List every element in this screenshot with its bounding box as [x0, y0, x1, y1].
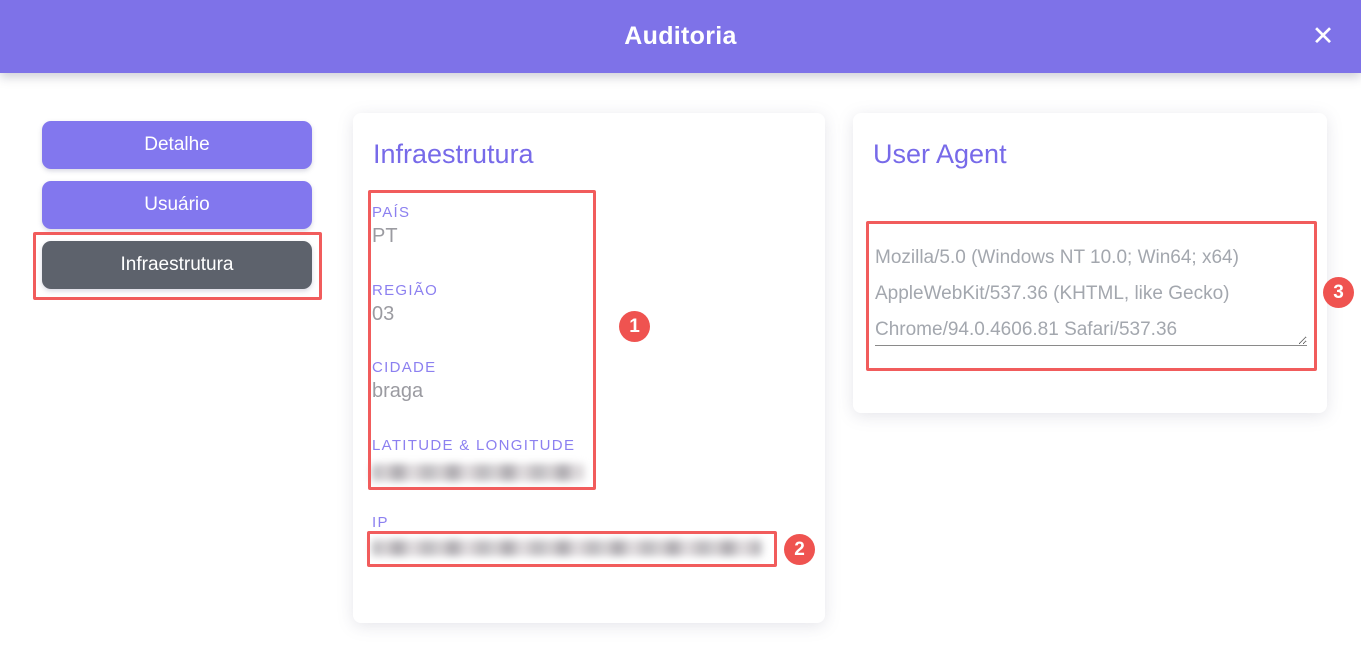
field-regiao: REGIÃO 03 [372, 282, 438, 326]
user-agent-textarea[interactable]: Mozilla/5.0 (Windows NT 10.0; Win64; x64… [875, 234, 1307, 346]
modal-title: Auditoria [624, 22, 737, 50]
field-ip-label: IP [372, 514, 389, 531]
user-agent-panel-title: User Agent [873, 139, 1007, 169]
field-cidade-value: braga [372, 380, 424, 402]
user-agent-panel: User Agent Mozilla/5.0 (Windows NT 10.0;… [853, 113, 1327, 413]
modal-header: Auditoria ✕ [0, 0, 1361, 73]
field-latitude-longitude: LATITUDE & LONGITUDE [372, 437, 584, 481]
close-icon[interactable]: ✕ [1311, 21, 1335, 51]
field-pais-label: PAÍS [372, 204, 411, 221]
infrastructure-panel: Infraestrutura PAÍS PT REGIÃO 03 CIDADE … [353, 113, 825, 623]
field-regiao-label: REGIÃO [372, 282, 439, 299]
field-pais-value: PT [372, 225, 398, 247]
field-cidade-label: CIDADE [372, 359, 437, 376]
annotation-badge-3: 3 [1323, 277, 1354, 308]
field-ip-redacted-value [372, 540, 762, 556]
field-ip: IP [372, 514, 762, 556]
infrastructure-panel-title: Infraestrutura [373, 139, 534, 169]
sidebar-tab-detalhe[interactable]: Detalhe [42, 121, 312, 169]
field-cidade: CIDADE braga [372, 359, 436, 403]
field-regiao-value: 03 [372, 303, 395, 325]
field-latitude-longitude-label: LATITUDE & LONGITUDE [372, 437, 576, 454]
field-latitude-longitude-redacted-value [372, 464, 584, 481]
sidebar-tab-infraestrutura[interactable]: Infraestrutura [42, 241, 312, 289]
field-pais: PAÍS PT [372, 204, 410, 248]
sidebar-tab-usuario[interactable]: Usuário [42, 181, 312, 229]
